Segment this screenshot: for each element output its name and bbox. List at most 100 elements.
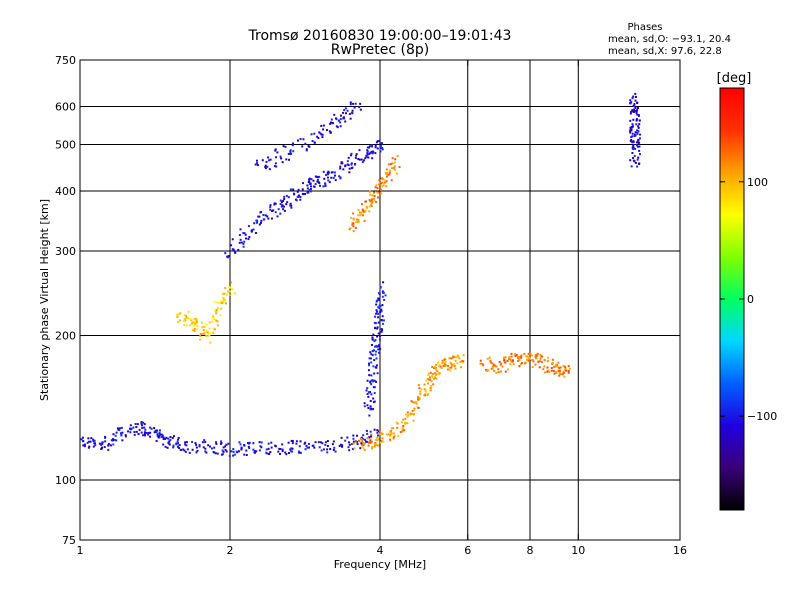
- phase-point: [396, 155, 399, 158]
- phase-point: [431, 372, 434, 375]
- phase-point: [381, 315, 384, 318]
- phase-point: [633, 110, 636, 113]
- phase-point: [500, 370, 503, 373]
- phase-point: [434, 365, 437, 368]
- phase-point: [132, 426, 135, 429]
- phase-point: [328, 130, 331, 133]
- phase-point: [423, 393, 426, 396]
- phase-point: [349, 101, 352, 104]
- phase-point: [182, 448, 185, 451]
- phase-point: [224, 445, 227, 448]
- phase-point: [436, 369, 439, 372]
- phase-point: [377, 444, 380, 447]
- phase-point: [634, 99, 637, 102]
- phase-point: [252, 448, 255, 451]
- phase-point: [301, 145, 304, 148]
- phase-point: [214, 452, 217, 455]
- phase-point: [289, 149, 292, 152]
- phase-point: [117, 428, 120, 431]
- phase-point: [383, 181, 386, 184]
- phase-point: [162, 443, 165, 446]
- phase-point: [556, 365, 559, 368]
- phase-point: [369, 435, 372, 438]
- phase-point: [380, 310, 383, 313]
- phase-point: [107, 442, 110, 445]
- phase-point: [375, 357, 378, 360]
- phase-point: [434, 372, 437, 375]
- phase-point: [381, 290, 384, 293]
- phase-point: [352, 222, 355, 225]
- phase-point: [514, 354, 517, 357]
- phase-point: [438, 365, 441, 368]
- phase-point: [369, 351, 372, 354]
- phase-point: [331, 443, 334, 446]
- phase-point: [423, 383, 426, 386]
- phase-point: [93, 439, 96, 442]
- phase-point: [315, 175, 318, 178]
- phase-point: [353, 106, 356, 109]
- phase-point: [176, 445, 179, 448]
- phase-point: [198, 444, 201, 447]
- phase-point: [280, 205, 283, 208]
- phase-point: [143, 426, 146, 429]
- phase-point: [231, 238, 234, 241]
- phase-point: [351, 448, 354, 451]
- phase-point: [194, 322, 197, 325]
- phase-point: [301, 182, 304, 185]
- phase-point: [330, 118, 333, 121]
- phase-point: [172, 444, 175, 447]
- phase-point: [427, 372, 430, 375]
- phase-point: [268, 159, 271, 162]
- phase-point: [201, 326, 204, 329]
- phase-point: [230, 450, 233, 453]
- phase-point: [276, 215, 279, 218]
- phase-point: [129, 424, 132, 427]
- phase-point: [371, 198, 374, 201]
- phase-point: [377, 345, 380, 348]
- phase-point: [305, 444, 308, 447]
- phase-point: [119, 427, 122, 430]
- phase-point: [363, 449, 366, 452]
- phase-point: [536, 352, 539, 355]
- phase-point: [332, 448, 335, 451]
- phase-point: [368, 205, 371, 208]
- phase-point: [557, 369, 560, 372]
- phase-point: [638, 162, 641, 165]
- phase-point: [216, 320, 219, 323]
- phase-point: [326, 444, 329, 447]
- phase-point: [364, 200, 367, 203]
- phase-point: [430, 380, 433, 383]
- phase-point: [406, 415, 409, 418]
- phase-point: [166, 446, 169, 449]
- phase-point: [376, 345, 379, 348]
- phase-point: [318, 446, 321, 449]
- phase-point: [189, 317, 192, 320]
- phase-point: [356, 440, 359, 443]
- phase-point: [418, 387, 421, 390]
- phase-point: [376, 327, 379, 330]
- phase-point: [291, 447, 294, 450]
- phase-point: [381, 329, 384, 332]
- phase-point: [630, 110, 633, 113]
- phase-point: [438, 363, 441, 366]
- phase-point: [634, 95, 637, 98]
- phase-point: [259, 221, 262, 224]
- phase-point: [514, 352, 517, 355]
- phase-point: [323, 177, 326, 180]
- phase-point: [292, 142, 295, 145]
- phase-point: [312, 185, 315, 188]
- phase-point: [407, 414, 410, 417]
- phase-point: [349, 154, 352, 157]
- phase-point: [161, 434, 164, 437]
- phase-point: [366, 432, 369, 435]
- phase-point: [379, 192, 382, 195]
- phase-point: [394, 161, 397, 164]
- phase-point: [439, 365, 442, 368]
- phase-point: [352, 442, 355, 445]
- phase-point: [176, 315, 179, 318]
- phase-point: [348, 449, 351, 452]
- phase-point: [427, 373, 430, 376]
- phase-point: [346, 109, 349, 112]
- phase-point: [372, 333, 375, 336]
